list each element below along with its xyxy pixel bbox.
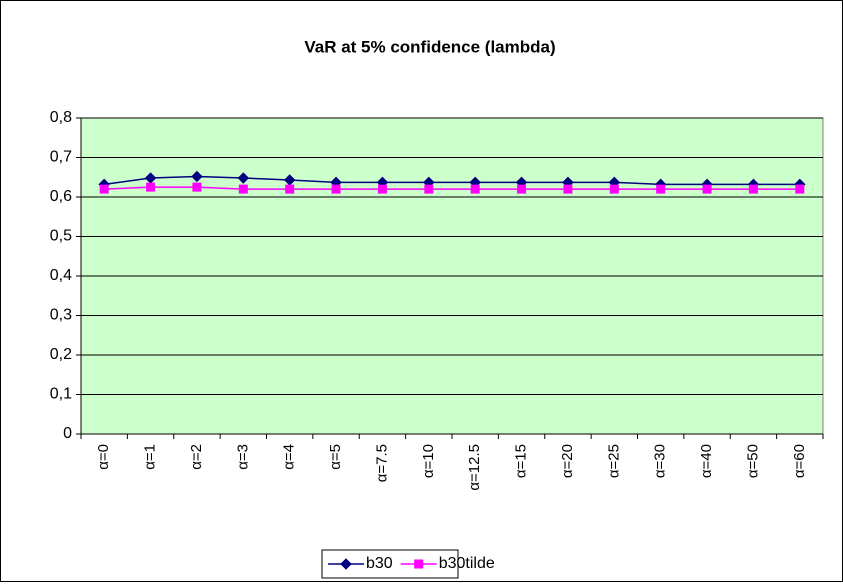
legend: b30 b30tilde: [321, 549, 495, 579]
data-point: [331, 184, 341, 194]
series-line: [104, 186, 800, 190]
x-tick-label: α=50: [744, 444, 761, 478]
x-tick-label: α=12.5: [466, 444, 483, 491]
legend-marker: [414, 559, 424, 569]
x-tick-label: α=0: [95, 444, 112, 470]
x-tick-label: α=3: [234, 444, 251, 470]
y-tick-label: 0: [63, 425, 72, 442]
x-tick-label: α=30: [652, 444, 669, 478]
x-tick-label: α=20: [559, 444, 576, 478]
data-point: [609, 184, 619, 194]
data-point: [702, 184, 712, 194]
y-tick-label: 0,7: [50, 149, 72, 166]
data-point: [237, 172, 250, 184]
data-point: [285, 184, 295, 194]
y-tick-label: 0,3: [50, 307, 72, 324]
legend-marker: [340, 558, 352, 570]
data-point: [377, 184, 387, 194]
legend-label: b30tilde: [439, 555, 495, 572]
data-point: [517, 184, 527, 194]
x-tick-label: α=1: [142, 444, 159, 470]
data-point: [99, 184, 109, 194]
data-point: [563, 184, 573, 194]
x-tick-label: α=60: [791, 444, 808, 478]
data-point: [146, 182, 156, 192]
x-tick-label: α=25: [605, 444, 622, 478]
y-tick-label: 0,4: [50, 267, 72, 284]
legend-label: b30: [366, 555, 393, 572]
x-tick-label: α=4: [281, 444, 298, 470]
data-point: [191, 170, 203, 183]
y-tick-label: 0,5: [50, 228, 72, 245]
data-point: [656, 184, 666, 194]
x-tick-label: α=40: [698, 444, 715, 478]
chart-title: VaR at 5% confidence (lambda): [304, 37, 555, 56]
x-tick-label: α=15: [513, 444, 530, 478]
y-tick-label: 0,6: [50, 188, 72, 205]
x-tick-label: α=2: [188, 444, 205, 470]
x-tick-label: α=5: [327, 444, 344, 470]
y-tick-label: 0,8: [50, 109, 72, 126]
y-tick-label: 0,1: [50, 386, 72, 403]
x-tick-label: α=10: [420, 444, 437, 478]
data-point: [192, 182, 202, 192]
data-point: [470, 184, 480, 194]
data-point: [424, 184, 434, 194]
series-line: [104, 175, 800, 186]
x-tick-label: α=7.5: [373, 444, 390, 482]
data-point: [238, 184, 248, 194]
y-tick-label: 0,2: [50, 346, 72, 363]
data-point: [748, 184, 758, 194]
data-point: [795, 184, 805, 194]
